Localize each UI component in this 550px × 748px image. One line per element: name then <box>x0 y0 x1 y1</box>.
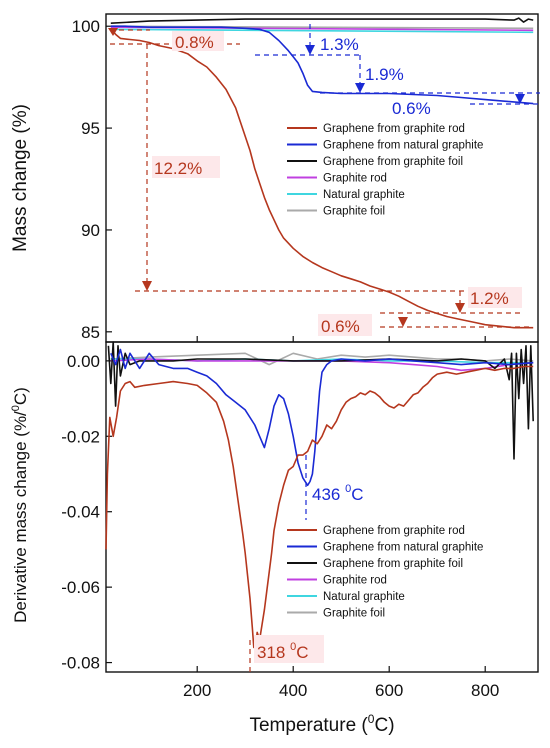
bottom-legend-label: Graphite foil <box>323 608 385 620</box>
bottom-legend-label: Graphene from natural graphite <box>323 542 483 554</box>
bottom-annotation-guides <box>249 455 307 672</box>
bottom-series-graphene-from-natural-graphite <box>110 348 534 487</box>
label-bg-rod-0.6 <box>318 314 372 336</box>
arrow-nat-1.9 <box>355 83 365 93</box>
bottom-y-axis-title: Derivative mass change (%/0C) <box>10 387 30 623</box>
bottom-legend: Graphene from graphite rod Graphene from … <box>287 525 483 620</box>
bottom-legend-label: Graphite rod <box>323 575 387 587</box>
top-annotation-arrowheads <box>108 28 525 327</box>
bottom-annotation-labels: 436 0C 318 0C <box>254 483 364 663</box>
label-nat-1.3: 1.3% <box>320 35 359 54</box>
bottom-y-tick-label: -0.08 <box>61 654 100 673</box>
top-legend-label: Graphite foil <box>323 206 385 218</box>
x-tick-label: 600 <box>375 681 403 700</box>
label-bg-rod-1.2 <box>468 287 522 308</box>
top-legend-label: Graphene from graphite foil <box>323 156 463 168</box>
bottom-y-tick-label: -0.06 <box>61 578 100 597</box>
arrow-nat-1.3 <box>305 45 315 55</box>
x-tick-label: 800 <box>471 681 499 700</box>
x-tick-label: 400 <box>279 681 307 700</box>
label-nat-0.6: 0.6% <box>392 99 431 118</box>
top-legend-label: Graphite rod <box>323 173 387 185</box>
x-axis-title: Temperature (0C) <box>249 712 394 736</box>
top-y-tick-label: 100 <box>72 17 100 36</box>
label-rod-12.2: 12.2% <box>154 159 202 178</box>
top-y-axis-title: Mass change (%) <box>10 104 31 252</box>
label-rod-1.2: 1.2% <box>470 289 509 308</box>
label-rod-0.8: 0.8% <box>175 33 214 52</box>
top-y-tick-label: 90 <box>81 221 100 240</box>
label-peak-318: 318 0C <box>257 641 309 662</box>
top-legend-label: Natural graphite <box>323 189 405 201</box>
arrow-rod-1.2 <box>455 303 465 313</box>
label-rod-0.6: 0.6% <box>321 317 360 336</box>
bottom-legend-label: Graphene from graphite foil <box>323 558 463 570</box>
arrow-rod-0.8 <box>108 28 118 36</box>
arrow-rod-12.2 <box>142 281 152 291</box>
x-tick-label: 200 <box>183 681 211 700</box>
top-y-tick-label: 85 <box>81 323 100 342</box>
top-series-group <box>110 17 534 329</box>
top-series-natural-graphite <box>110 28 534 34</box>
label-bg-rod-12.2 <box>152 156 220 178</box>
label-nat-1.9: 1.9% <box>365 65 404 84</box>
bottom-series-graphene-from-graphite-rod <box>105 365 534 649</box>
arrow-rod-0.6 <box>398 317 408 327</box>
top-series-graphene-from-natural-graphite <box>110 25 534 105</box>
arrow-nat-0.6 <box>515 94 525 104</box>
bottom-y-tick-label: -0.04 <box>61 503 100 522</box>
top-annotation-labels: 0.8% 1.3% 1.9% 0.6% 12.2% 1.2% 0.6% <box>152 31 522 336</box>
bottom-series-graphene-from-graphite-foil <box>107 341 534 460</box>
bottom-legend-label: Natural graphite <box>323 591 405 603</box>
bottom-y-tick-label: 0.00 <box>67 352 100 371</box>
label-peak-436: 436 0C <box>312 483 364 504</box>
top-legend-label: Graphene from natural graphite <box>323 140 483 152</box>
top-legend: Graphene from graphite rod Graphene from … <box>287 123 483 218</box>
bottom-series-group <box>105 341 534 649</box>
top-legend-label: Graphene from graphite rod <box>323 123 465 135</box>
bottom-y-tick-label: -0.02 <box>61 427 100 446</box>
bottom-legend-label: Graphene from graphite rod <box>323 525 465 537</box>
bottom-y-axis: 0.00 -0.02 -0.04 -0.06 -0.08 <box>61 352 112 673</box>
label-bg-318 <box>254 635 324 663</box>
top-y-tick-label: 95 <box>81 119 100 138</box>
label-bg-rod-0.8 <box>172 31 224 51</box>
bottom-panel-frame <box>105 341 539 673</box>
top-series-graphene-from-graphite-rod <box>110 27 534 329</box>
top-y-axis: 85 90 95 100 <box>72 17 112 342</box>
x-axis: 200 400 600 800 <box>183 336 499 700</box>
top-series-graphene-from-graphite-foil <box>110 17 534 24</box>
